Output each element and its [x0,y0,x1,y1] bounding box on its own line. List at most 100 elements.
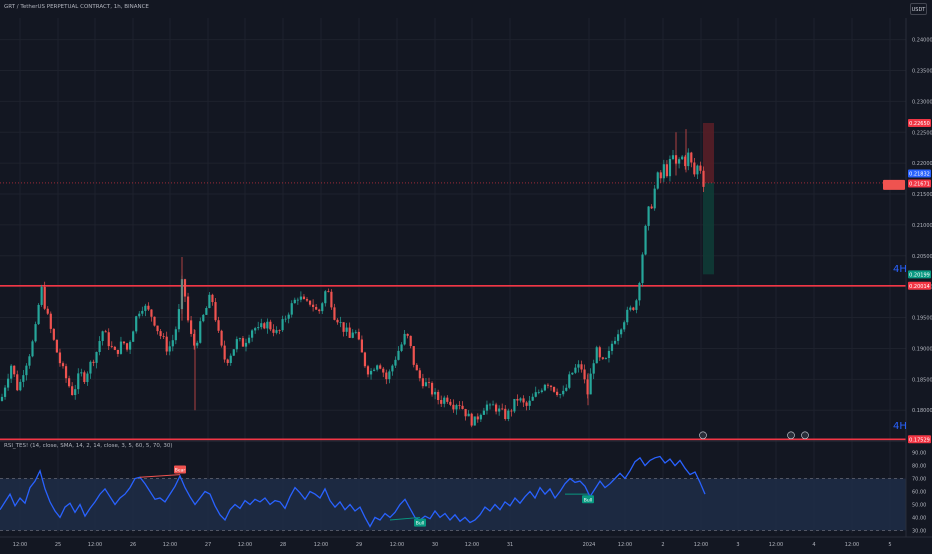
candle-down [665,164,668,177]
candle-up [171,340,174,347]
rsi-tick-label: 90.00 [912,451,926,457]
candle-up [647,206,650,226]
candle-up [351,332,354,338]
candle-up [141,310,144,314]
time-tick-label: 12:00 [314,542,328,548]
currency-button[interactable]: USDT [910,3,927,15]
candle-up [129,341,132,350]
candle-up [638,283,641,301]
candle-down [632,307,635,310]
candle-up [662,164,665,179]
time-tick-label: 28 [280,542,286,548]
candle-down [693,162,696,175]
time-tick-label: 12:00 [769,542,783,548]
candle-down [580,364,583,370]
current-price-marker [883,179,905,190]
candle-up [559,394,562,396]
candle-up [604,357,607,359]
candle-up [617,334,620,341]
time-tick-label: 12:00 [88,542,102,548]
event-icon [801,431,809,440]
candle-up [485,404,489,411]
candle-up [144,305,147,311]
candle-down [58,352,62,364]
candle-up [644,225,647,255]
event-icon [699,431,707,440]
candle-up [473,416,476,426]
candle-up [397,350,400,360]
candle-down [504,408,507,420]
candle-up [488,404,492,406]
candle-down [406,333,409,336]
candle-up [260,323,263,328]
candle-down [263,323,266,329]
candle-down [415,364,418,371]
candle-up [95,352,98,363]
candle-up [247,337,251,343]
candle-up [681,156,684,160]
candle-down [156,325,159,332]
price-badge [908,435,931,444]
candle-up [668,159,672,177]
candle-down [458,405,461,406]
candle-up [345,327,348,332]
candle-up [229,355,232,363]
candle-down [430,382,434,395]
price-badge-label: 0.20199 [909,272,930,278]
time-tick-label: 12:00 [618,542,632,548]
timeframe-label-top: 4H [893,264,907,275]
candle-up [86,373,89,383]
rsi-marker-bull-box [582,495,594,504]
candle-down [464,408,467,417]
candle-down [226,359,229,363]
rsi-title: RSI_TES! (14, close, SMA, 14, 2, 14, clo… [4,443,173,449]
candle-up [28,356,31,366]
candle-up [98,341,101,353]
candle-down [470,413,473,426]
candle-up [119,341,123,354]
candle-up [403,333,406,345]
candle-up [293,299,296,304]
candle-up [3,387,7,397]
candle-up [168,346,171,352]
time-tick-label: 2024 [583,542,596,548]
price-tick-label: 0.21000 [912,223,932,229]
candle-down [440,400,443,404]
candle-up [507,410,510,420]
candle-down [116,349,119,354]
candle-up [376,365,379,370]
candle-down [150,309,153,317]
chart-title: GRT / TetherUS PERPETUAL CONTRACT, 1h, B… [4,4,149,10]
candle-up [77,373,80,390]
candle-down [510,410,513,412]
candle-down [360,339,363,353]
candle-down [315,306,318,310]
candle-up [571,372,574,375]
candle-up [290,303,293,315]
candle-up [132,331,135,342]
candle-up [540,390,543,392]
candle-up [434,391,437,395]
candle-down [342,322,345,332]
candle-up [394,359,397,366]
time-tick-label: 12:00 [390,542,404,548]
candle-down [183,279,187,297]
candle-down [217,320,220,331]
time-tick-label: 30 [432,542,438,548]
candle-up [299,296,302,300]
timeframe-label-bottom: 4H [893,421,907,432]
candle-up [513,398,516,412]
time-tick-label: 12:00 [465,542,479,548]
rsi-band [0,478,906,531]
candle-down [699,165,702,171]
candle-down [357,331,360,340]
candle-down [269,321,272,330]
candle-down [418,370,421,379]
candle-down [55,339,58,353]
candle-up [543,384,546,391]
candle-down [583,369,586,380]
candle-down [449,401,452,405]
candle-down [68,378,71,387]
